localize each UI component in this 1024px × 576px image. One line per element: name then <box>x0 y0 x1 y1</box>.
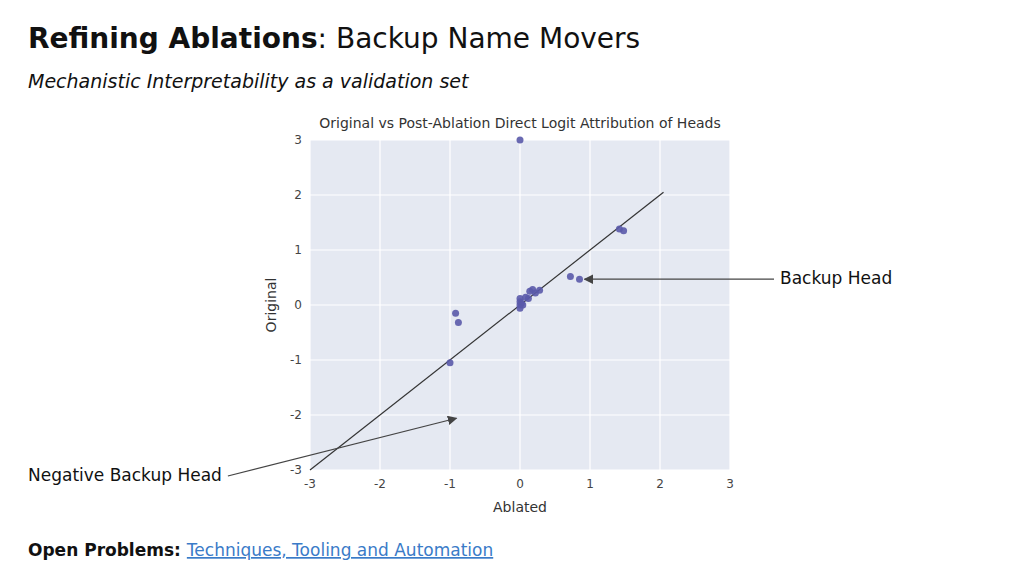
tick-label: 2 <box>656 477 664 491</box>
scatter-point <box>455 319 462 326</box>
tick-label: -2 <box>374 477 386 491</box>
scatter-point <box>576 276 583 283</box>
reference-line <box>310 192 664 470</box>
annotation-arrow <box>585 279 775 280</box>
tick-label: 1 <box>294 243 302 257</box>
tick-label: 3 <box>294 133 302 147</box>
tick-label: -3 <box>290 463 302 477</box>
annotation: Backup Head <box>780 268 892 288</box>
annotation: Negative Backup Head <box>28 465 222 485</box>
grid-line <box>310 194 730 195</box>
scatter-point <box>620 227 627 234</box>
scatter-point <box>452 310 459 317</box>
annotation-arrow <box>228 418 457 476</box>
tick-label: 2 <box>294 188 302 202</box>
tick-label: -1 <box>290 353 302 367</box>
scatter-point <box>517 137 524 144</box>
subtitle: Mechanistic Interpretability as a valida… <box>28 70 470 92</box>
scatter-point <box>536 287 543 294</box>
plot-background <box>310 140 730 470</box>
plot-title: Original vs Post-Ablation Direct Logit A… <box>319 115 721 131</box>
tick-label: -3 <box>304 477 316 491</box>
tick-label: -2 <box>290 408 302 422</box>
axis-label: Ablated <box>493 499 547 515</box>
scatter-point <box>525 295 532 302</box>
title: : Backup Name Movers <box>318 22 641 55</box>
axis-label: Original <box>263 278 279 333</box>
footer-link: Techniques, Tooling and Automation <box>186 540 493 560</box>
grid-line <box>310 414 730 415</box>
title: Refining Ablations <box>28 22 318 55</box>
footer: Open Problems: <box>28 540 181 560</box>
scatter-point <box>517 305 524 312</box>
tick-label: 0 <box>294 298 302 312</box>
tick-label: 0 <box>516 477 524 491</box>
chart: Refining Ablations: Backup Name Movers Me… <box>0 0 1024 576</box>
grid-line <box>310 249 730 250</box>
tick-label: -1 <box>444 477 456 491</box>
tick-label: 1 <box>586 477 594 491</box>
grid-line <box>310 359 730 360</box>
plot-data <box>310 137 664 471</box>
tick-label: 3 <box>726 477 734 491</box>
scatter-point <box>567 273 574 280</box>
scatter-point <box>447 359 454 366</box>
grid-line <box>310 469 730 470</box>
